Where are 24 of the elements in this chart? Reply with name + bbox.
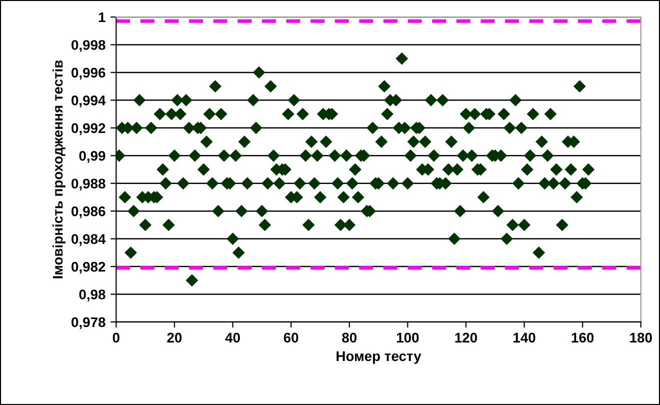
y-tick-label: 0,99 [79, 150, 106, 163]
x-tick-label: 20 [167, 332, 182, 343]
y-tick-label: 0,994 [72, 96, 106, 108]
y-tick-label: 0,998 [72, 40, 106, 52]
x-tick-label: 80 [342, 332, 357, 343]
x-tick-label: 40 [225, 332, 240, 343]
y-tick-label: 0,992 [72, 123, 106, 136]
x-tick-label: 60 [284, 332, 298, 343]
y-tick-label: 1 [98, 12, 106, 22]
x-tick-label: 100 [396, 332, 419, 343]
x-tick-label: 0 [112, 332, 120, 343]
x-tick-label: 180 [630, 332, 652, 343]
y-tick-label: 0,996 [72, 68, 106, 80]
y-tick-label: 0,98 [79, 290, 106, 302]
y-axis-title: Імовірність проходження тестів [52, 60, 66, 278]
x-tick-label: 120 [455, 332, 477, 343]
x-tick-label: 160 [572, 332, 594, 343]
y-tick-label: 0,978 [72, 317, 106, 330]
y-tick-label: 0,986 [72, 206, 106, 218]
y-tick-label: 0,984 [72, 234, 106, 246]
x-tick-label: 140 [514, 332, 536, 343]
x-axis-title: Номер тесту [336, 351, 422, 364]
y-tick-label: 0,988 [72, 178, 106, 191]
y-tick-label: 0,982 [72, 262, 106, 274]
